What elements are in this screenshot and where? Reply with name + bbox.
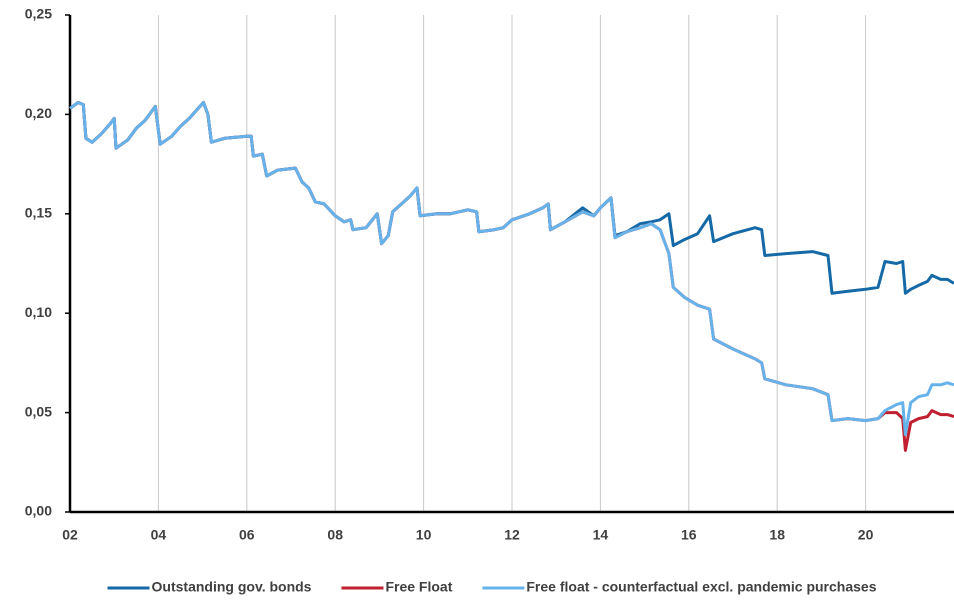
legend-label: Free float - counterfactual excl. pandem…	[526, 579, 876, 595]
series-line	[69, 101, 954, 436]
y-tick-label: 0,25	[25, 6, 52, 22]
grid	[157, 15, 867, 512]
x-tick-label: 14	[593, 527, 609, 543]
y-tick-label: 0,15	[25, 205, 52, 221]
y-tick-label: 0,00	[25, 503, 52, 519]
x-tick-label: 04	[151, 527, 167, 543]
y-tick-label: 0,20	[25, 105, 52, 121]
y-tick-label: 0,10	[25, 304, 52, 320]
x-tick-label: 06	[239, 527, 255, 543]
legend-label: Free Float	[385, 579, 452, 595]
legend-label: Outstanding gov. bonds	[152, 579, 312, 595]
x-tick-label: 08	[327, 527, 343, 543]
x-tick-label: 10	[416, 527, 432, 543]
y-tick-label: 0,05	[25, 403, 52, 419]
x-tick-label: 20	[858, 527, 874, 543]
legend: Outstanding gov. bonds Free Float Free flo…	[107, 579, 877, 595]
x-tick-label: 18	[769, 527, 785, 543]
x-tick-label: 16	[681, 527, 697, 543]
x-tick-label: 02	[62, 527, 78, 543]
x-tick-label: 12	[504, 527, 520, 543]
